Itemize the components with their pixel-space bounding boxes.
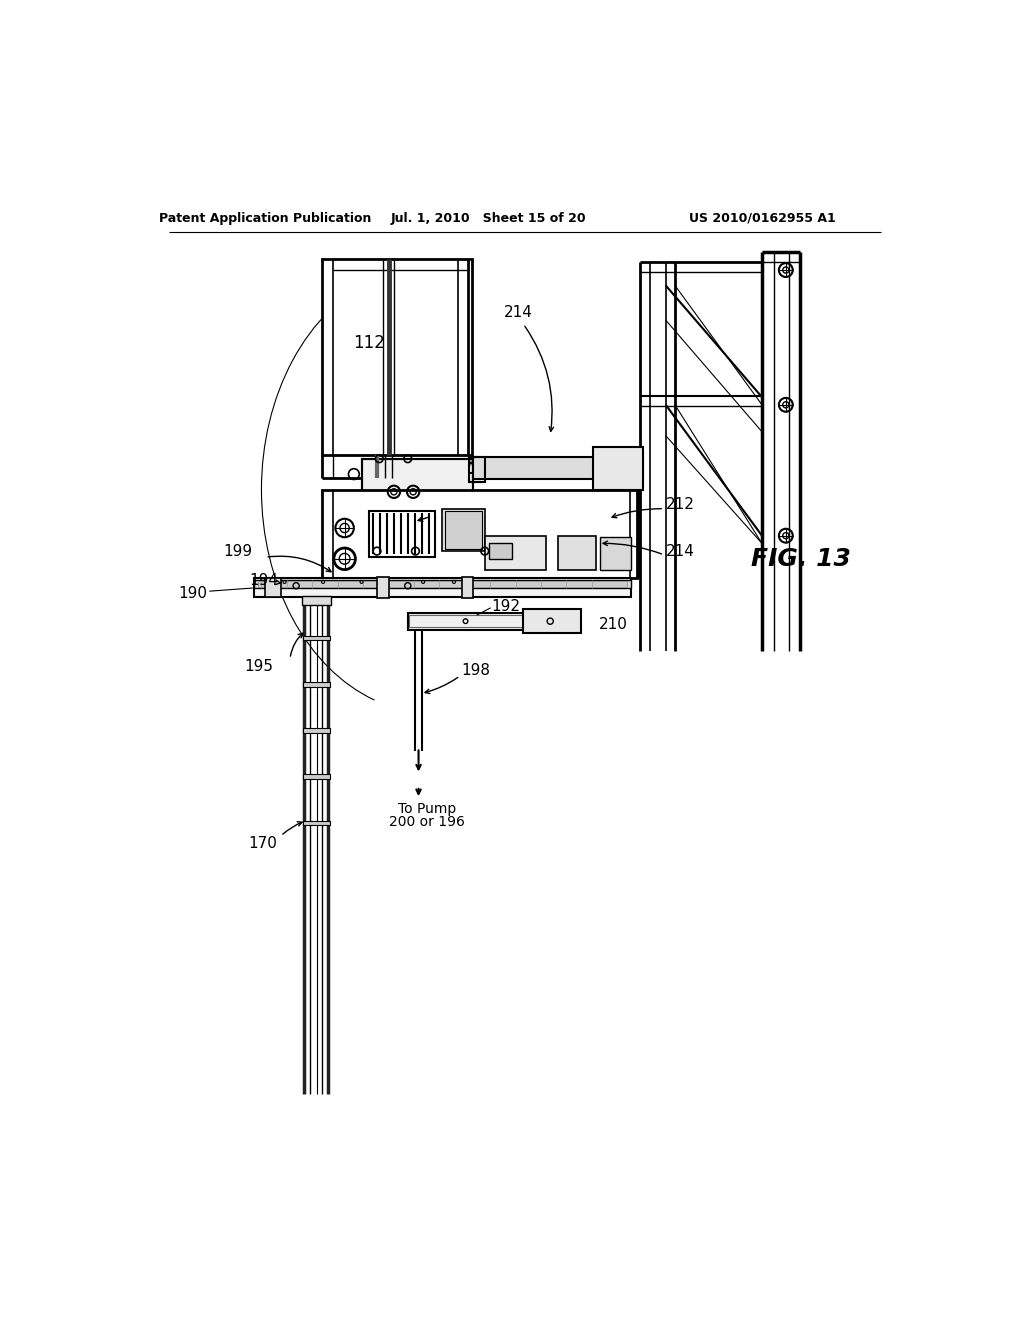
Bar <box>361 459 473 502</box>
Text: 198: 198 <box>462 663 490 678</box>
Text: 214: 214 <box>666 544 694 558</box>
Text: Jul. 1, 2010   Sheet 15 of 20: Jul. 1, 2010 Sheet 15 of 20 <box>391 213 587 224</box>
Text: 214: 214 <box>504 305 532 319</box>
Text: 192: 192 <box>490 599 520 614</box>
Bar <box>258 581 628 587</box>
Bar <box>370 511 435 557</box>
Bar <box>593 447 643 490</box>
Bar <box>377 577 388 598</box>
Text: To Pump: To Pump <box>398 803 456 816</box>
Bar <box>322 490 637 578</box>
Text: FIG. 13: FIG. 13 <box>751 546 850 570</box>
Text: 112: 112 <box>353 334 385 352</box>
Bar <box>303 821 330 825</box>
Bar <box>469 457 484 482</box>
Text: 170: 170 <box>248 836 276 851</box>
Bar <box>444 511 482 549</box>
Bar <box>361 459 473 502</box>
Bar <box>408 612 527 630</box>
Text: Patent Application Publication: Patent Application Publication <box>159 213 372 224</box>
Bar <box>410 615 524 627</box>
Bar <box>303 775 330 779</box>
Bar <box>265 578 281 598</box>
Text: 194: 194 <box>250 573 279 587</box>
Bar <box>322 259 472 455</box>
Bar <box>488 544 512 558</box>
Bar <box>301 595 331 605</box>
Text: 190: 190 <box>178 586 208 601</box>
Text: 212: 212 <box>666 498 694 512</box>
Text: 199: 199 <box>223 544 252 558</box>
Bar <box>558 536 596 570</box>
Text: 200 or 196: 200 or 196 <box>389 816 465 829</box>
Text: 210: 210 <box>599 616 628 632</box>
Bar <box>473 457 643 479</box>
Bar <box>600 537 631 570</box>
Bar <box>254 578 631 598</box>
Bar <box>462 577 473 598</box>
Bar <box>303 729 330 733</box>
Bar <box>523 609 581 634</box>
Bar <box>254 581 631 589</box>
Text: 195: 195 <box>244 659 273 675</box>
Text: US 2010/0162955 A1: US 2010/0162955 A1 <box>688 213 836 224</box>
Bar <box>303 636 330 640</box>
Bar <box>303 682 330 686</box>
Bar <box>442 508 484 552</box>
Bar <box>484 536 547 570</box>
